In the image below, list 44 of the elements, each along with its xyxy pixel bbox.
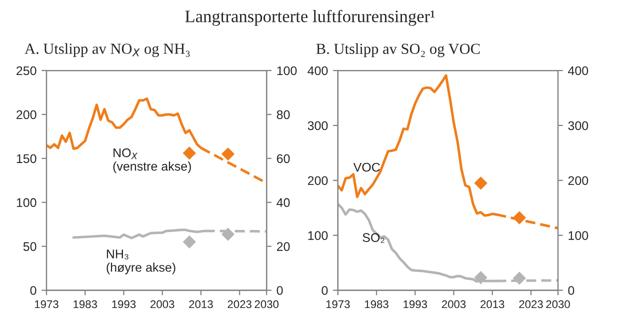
x-tick-label: 2023 — [519, 300, 543, 308]
chart-subtitle: A. Utslipp av NO$_{X}$ og NH₃ — [24, 43, 190, 58]
point — [474, 176, 488, 190]
x-tick-label: 2003 — [442, 300, 466, 308]
chart-subtitle: B. Utslipp av SO₂ og VOC — [316, 43, 480, 58]
y2-tick-label: 40 — [276, 198, 290, 208]
y2-tick-label: 0 — [276, 286, 283, 295]
series-label: VOC — [353, 162, 380, 172]
x-tick-label: 2030 — [254, 300, 279, 308]
x-tick-label: 1983 — [74, 300, 97, 308]
text: Langtransporterte luftforurensinger¹ — [185, 10, 435, 26]
y2-tick-label: 0 — [568, 286, 574, 295]
y-tick-label: 0 — [322, 286, 328, 295]
x-tick-label: 2030 — [546, 300, 570, 308]
y-tick-label: 100 — [308, 231, 328, 240]
series-label: SO₂ — [362, 233, 384, 243]
y2-tick-label: 300 — [568, 121, 588, 130]
x-tick-label: 1993 — [404, 300, 427, 308]
y-tick-label: 300 — [308, 121, 328, 130]
series-label: NH₃ (høyre akse) — [106, 250, 176, 274]
x-tick-label: 1973 — [34, 300, 58, 308]
y2-tick-label: 100 — [568, 231, 588, 240]
y2-tick-label: 60 — [276, 154, 290, 164]
y-tick-label: 50 — [23, 242, 36, 251]
x-tick-label: 1983 — [365, 300, 388, 308]
x-tick-label: 2013 — [189, 300, 213, 308]
y-tick-label: 400 — [308, 66, 328, 76]
y2-tick-label: 20 — [276, 242, 290, 251]
y-tick-label: 250 — [16, 66, 36, 76]
y2-tick-label: 200 — [568, 176, 588, 186]
y-tick-label: 0 — [30, 286, 36, 295]
x-tick-label: 2003 — [150, 300, 174, 308]
x-tick-label: 1993 — [112, 300, 136, 308]
y2-tick-label: 400 — [568, 66, 588, 76]
x-tick-label: 2023 — [228, 300, 252, 308]
y2-tick-label: 100 — [277, 66, 297, 76]
y-tick-label: 100 — [16, 198, 36, 208]
x-tick-label: 2013 — [480, 300, 504, 308]
y-tick-label: 150 — [16, 154, 36, 164]
series-label: NO$_{X}$ (venstre akse) — [113, 148, 191, 174]
y-tick-label: 200 — [308, 176, 328, 186]
x-tick-label: 1973 — [326, 300, 350, 308]
y2-tick-label: 80 — [276, 110, 290, 120]
y-tick-label: 200 — [16, 110, 36, 120]
